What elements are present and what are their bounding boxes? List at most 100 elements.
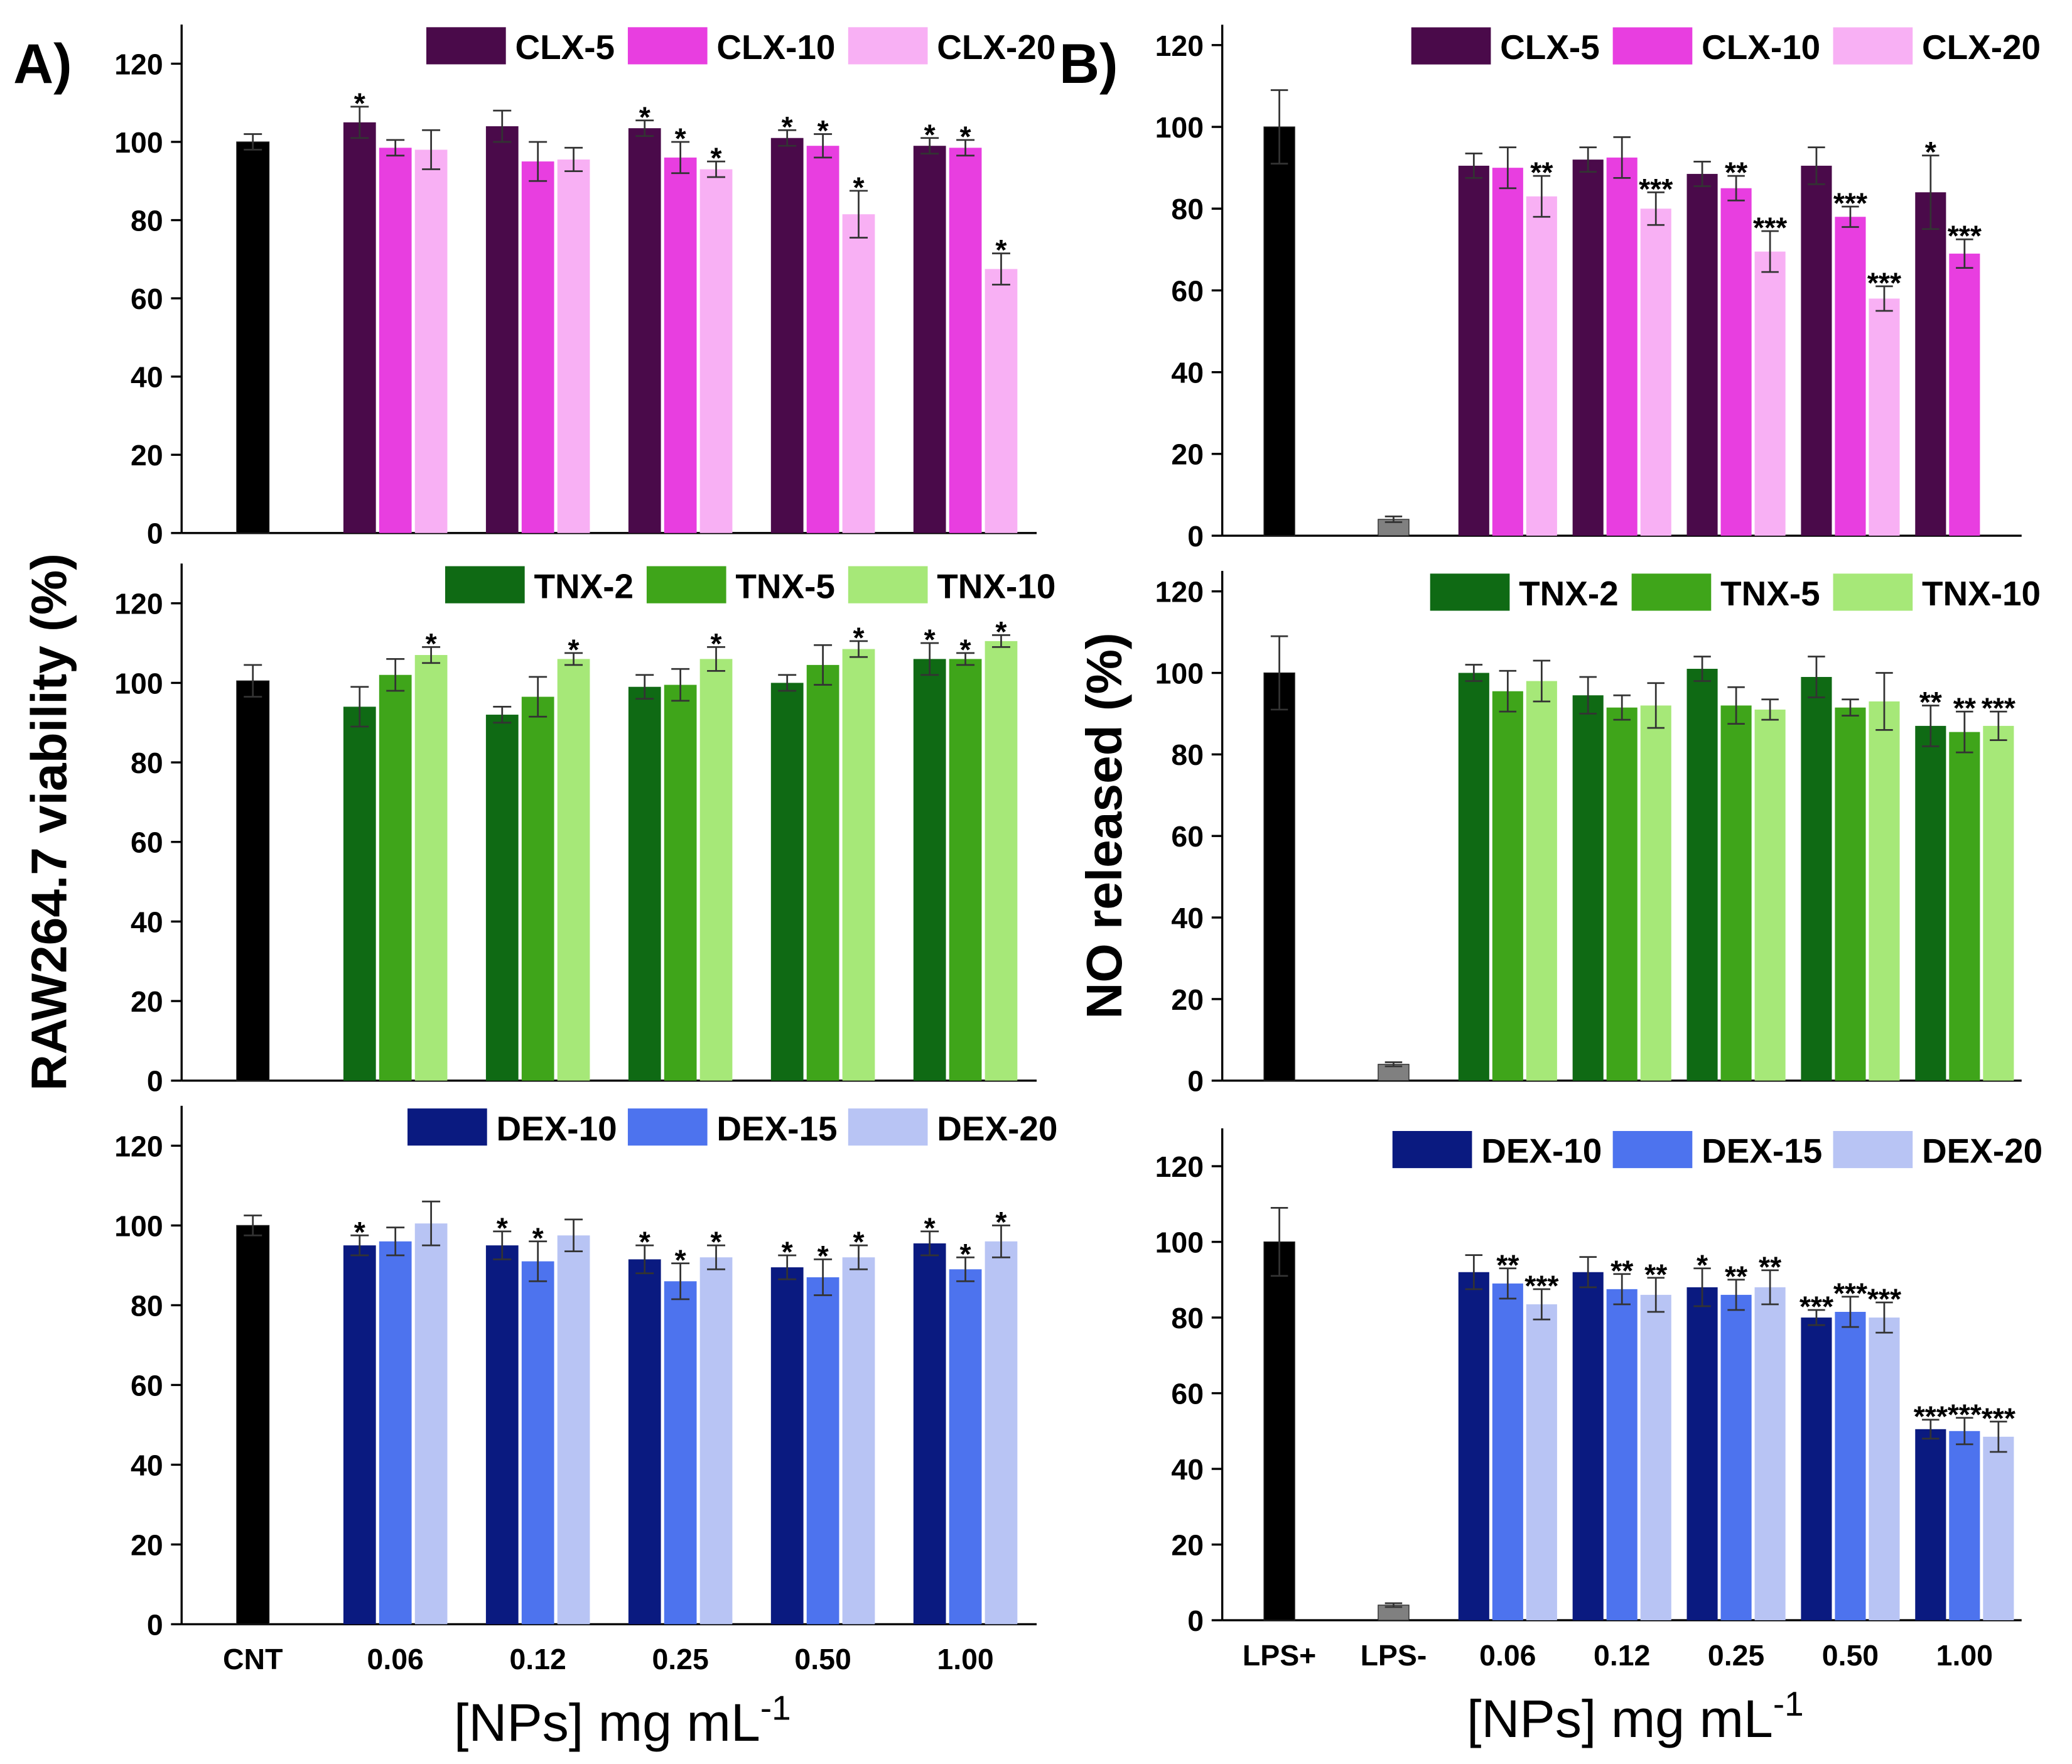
significance: *	[675, 1243, 687, 1276]
legend-label: CLX-5	[515, 28, 615, 67]
error-bar	[1693, 656, 1711, 682]
x-axis-label: [NPs] mg mL-1	[1467, 1684, 1804, 1748]
bar	[1686, 173, 1718, 536]
bar	[913, 659, 946, 1081]
y-tick-label: 120	[1155, 30, 1204, 62]
y-tick-label: 100	[114, 1209, 163, 1242]
bar	[343, 122, 376, 533]
y-tick-label: 120	[1155, 1150, 1204, 1183]
bar	[842, 649, 875, 1081]
legend-label: TNX-2	[534, 566, 634, 605]
y-tick-label: 20	[131, 439, 163, 472]
error-bar	[244, 1215, 262, 1236]
error-bar	[1465, 1254, 1483, 1291]
error-bar	[1533, 175, 1551, 218]
legend-label: DEX-20	[1922, 1132, 2042, 1171]
legend-swatch	[848, 1108, 928, 1146]
x-tick-label: 0.50	[1822, 1639, 1879, 1672]
bar	[1686, 669, 1718, 1081]
panel-label: B)	[1059, 33, 1118, 95]
error-bar	[1956, 710, 1973, 754]
error-bar	[422, 129, 441, 170]
bar	[1983, 1436, 2014, 1621]
control-bar	[236, 680, 270, 1081]
error-bar	[956, 1256, 975, 1282]
significance: *	[782, 111, 794, 143]
y-tick-label: 60	[131, 1369, 163, 1402]
bar	[806, 146, 839, 533]
error-bar	[386, 139, 405, 157]
error-bar	[529, 1240, 548, 1282]
bar	[1754, 709, 1786, 1081]
significance: ***	[1982, 692, 2016, 725]
legend-label: TNX-2	[1519, 574, 1619, 613]
bar	[806, 1277, 839, 1625]
y-tick-label: 0	[147, 1608, 163, 1641]
error-bar	[350, 686, 369, 728]
error-bar	[1384, 516, 1403, 523]
significance: *	[960, 633, 972, 666]
significance: *	[1925, 136, 1937, 168]
bar	[414, 655, 448, 1081]
bar	[1869, 298, 1900, 536]
error-bar	[1693, 161, 1711, 187]
error-bar	[814, 1258, 833, 1296]
error-bar	[1579, 146, 1597, 173]
bar	[699, 169, 733, 533]
error-bar	[671, 141, 690, 175]
legend-swatch	[1411, 27, 1491, 65]
legend-label: TNX-5	[735, 566, 835, 605]
x-tick-label: LPS+	[1243, 1639, 1316, 1672]
error-bar	[1465, 664, 1483, 682]
legend-swatch	[1833, 573, 1913, 611]
significance: **	[1644, 1258, 1668, 1291]
y-tick-label: 20	[131, 1529, 163, 1561]
error-bar	[422, 1200, 441, 1247]
bar	[485, 126, 519, 533]
significance: *	[426, 627, 438, 660]
y-axis-label: NO released (%)	[1076, 632, 1133, 1019]
y-tick-label: 0	[1187, 1065, 1204, 1098]
error-bar	[529, 676, 548, 718]
y-tick-label: 40	[131, 361, 163, 394]
error-bar	[1761, 698, 1779, 721]
bar	[379, 1241, 412, 1625]
significance: *	[924, 624, 936, 656]
error-bar	[1693, 1267, 1711, 1307]
legend-label: CLX-20	[937, 28, 1055, 67]
significance: ***	[1948, 220, 1982, 252]
bar	[1606, 707, 1638, 1081]
bar	[1640, 705, 1671, 1081]
significance: *	[710, 627, 722, 660]
x-tick-label: 0.06	[367, 1643, 424, 1675]
y-tick-label: 120	[114, 48, 163, 80]
error-bar	[1727, 1279, 1745, 1311]
x-tick-label: LPS-	[1361, 1639, 1427, 1672]
significance: **	[1953, 692, 1977, 725]
error-bar	[1613, 1273, 1631, 1306]
legend-label: CLX-20	[1922, 28, 2041, 67]
error-bar	[1647, 1277, 1665, 1313]
legend-label: DEX-15	[716, 1109, 837, 1148]
bar	[664, 1281, 697, 1625]
significance: *	[568, 633, 580, 666]
bar	[557, 1235, 590, 1625]
significance: **	[1759, 1250, 1782, 1283]
y-tick-label: 60	[1171, 820, 1204, 853]
error-bar	[778, 674, 797, 692]
y-tick-label: 0	[147, 1065, 163, 1098]
x-tick-label: 1.00	[1936, 1639, 1993, 1672]
bar	[628, 686, 661, 1081]
legend-swatch	[1833, 1131, 1913, 1169]
significance: ***	[1833, 187, 1868, 220]
bar	[913, 1243, 946, 1625]
error-bar	[1842, 698, 1859, 717]
significance: *	[995, 1206, 1007, 1238]
y-tick-label: 120	[1155, 576, 1204, 609]
bar	[949, 148, 982, 533]
bar	[1572, 160, 1604, 536]
error-bar	[244, 664, 262, 698]
legend-swatch	[627, 27, 708, 65]
y-tick-label: 80	[131, 204, 163, 237]
y-tick-label: 80	[131, 1289, 163, 1322]
